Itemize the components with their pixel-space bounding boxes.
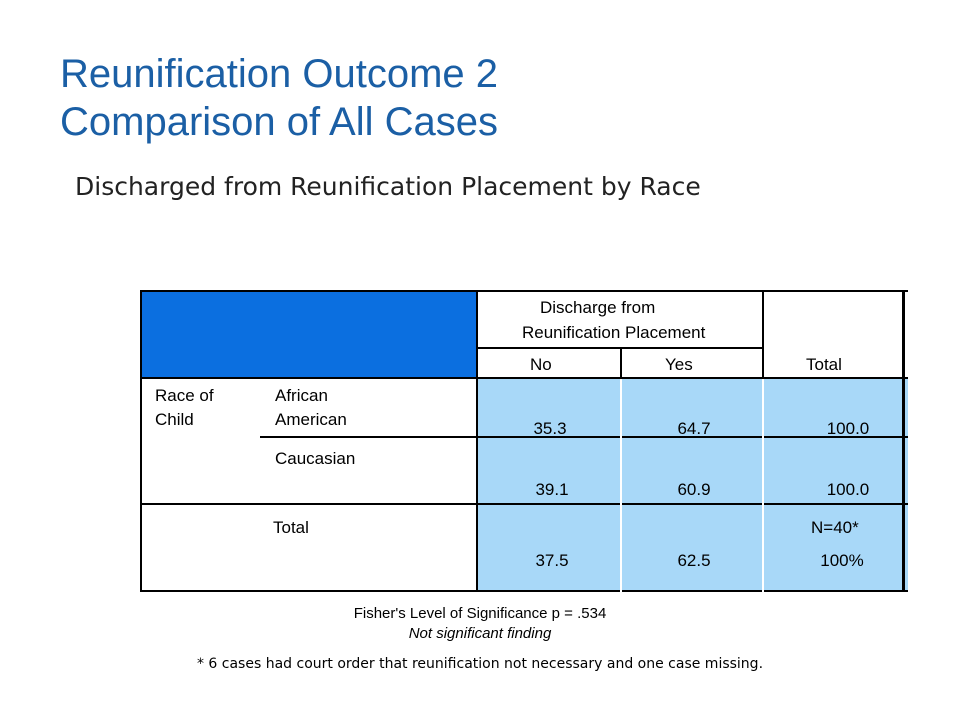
cell-total-no: 37.5 [535,551,569,570]
title-line-2: Comparison of All Cases [60,100,498,144]
data-shaded-block [478,379,908,592]
cell-african-american-no: 35.3 [533,419,567,438]
row-label-african-american-line-2: American [275,410,347,429]
col-divider-no-yes [620,379,622,592]
table-bottom-border [140,590,908,592]
cell-total-yes: 62.5 [677,551,711,570]
col-header-yes: Yes [665,355,693,374]
row-group-line-1: Race of [155,386,214,405]
cell-african-american-yes: 64.7 [677,419,711,438]
no-yes-divider [620,348,622,378]
row-label-caucasian: Caucasian [275,449,356,468]
slide-subtitle: Discharged from Reunification Placement … [75,172,701,201]
slide-title: Reunification Outcome 2 Comparison of Al… [60,50,498,146]
group-header-line-1: Discharge from [540,298,656,317]
finding-note: Not significant finding [408,625,552,642]
group-underline [476,347,764,349]
col-header-no: No [530,355,552,374]
row-group-line-2: Child [155,410,194,429]
table-left-border [140,290,142,592]
row-divider-1 [260,436,908,438]
total-row-n: N=40* [811,518,859,537]
col-divider-yes-total [762,379,764,592]
footnote: * 6 cases had court order that reunifica… [196,656,764,672]
col-header-total: Total [806,355,842,374]
cell-caucasian-yes: 60.9 [677,480,711,499]
table-right-border [902,290,905,592]
group-header-line-2: Reunification Placement [522,323,706,342]
row-divider-2 [140,503,908,505]
title-line-1: Reunification Outcome 2 [60,52,499,96]
header-color-block [140,290,476,378]
total-row-label: Total [273,518,309,537]
table-top-border [140,290,908,292]
cell-caucasian-no: 39.1 [535,480,569,499]
stub-divider [476,290,478,592]
header-bottom-border [140,377,908,379]
cell-caucasian-total: 100.0 [826,480,870,499]
cell-african-american-total: 100.0 [826,419,870,438]
total-col-divider [762,290,764,378]
significance-note: Fisher's Level of Significance p = .534 [353,605,607,622]
cell-total-total: 100% [820,551,864,570]
row-label-african-american-line-1: African [275,386,328,405]
crosstab-table: Discharge from Reunification Placement N… [140,290,908,592]
